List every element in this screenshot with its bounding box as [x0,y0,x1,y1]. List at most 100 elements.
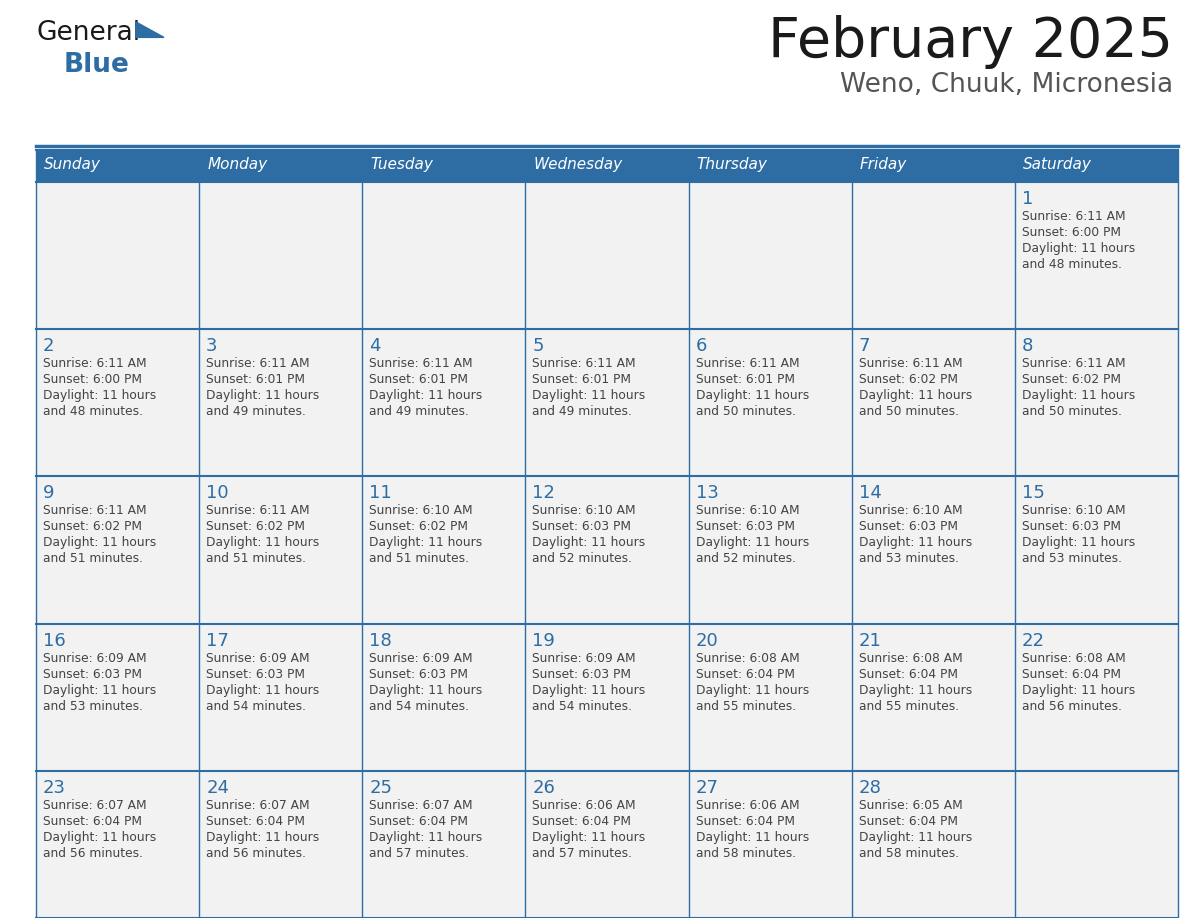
Text: 11: 11 [369,485,392,502]
Text: and 51 minutes.: and 51 minutes. [207,553,307,565]
Text: Sunset: 6:01 PM: Sunset: 6:01 PM [207,374,305,386]
Text: and 52 minutes.: and 52 minutes. [532,553,632,565]
Text: 26: 26 [532,778,555,797]
Bar [852,150,1015,182]
Text: Sunset: 6:04 PM: Sunset: 6:04 PM [532,815,632,828]
Text: and 48 minutes.: and 48 minutes. [1022,258,1121,271]
Bar [525,182,689,330]
Text: Sunrise: 6:10 AM: Sunrise: 6:10 AM [1022,504,1125,518]
Bar [852,771,1015,918]
Text: and 58 minutes.: and 58 minutes. [695,846,796,860]
Text: Daylight: 11 hours: Daylight: 11 hours [369,536,482,549]
Bar [852,623,1015,771]
Polygon shape [135,22,164,38]
Text: Daylight: 11 hours: Daylight: 11 hours [532,389,646,402]
Text: 5: 5 [532,337,544,355]
Bar [689,330,852,476]
Text: 10: 10 [207,485,229,502]
Text: Sunrise: 6:11 AM: Sunrise: 6:11 AM [369,357,473,370]
Text: Sunrise: 6:07 AM: Sunrise: 6:07 AM [369,799,473,812]
Bar [36,150,200,182]
Text: Friday: Friday [860,158,906,173]
Text: and 54 minutes.: and 54 minutes. [207,700,307,712]
Text: Sunrise: 6:09 AM: Sunrise: 6:09 AM [369,652,473,665]
Text: 19: 19 [532,632,555,650]
Text: Sunset: 6:03 PM: Sunset: 6:03 PM [695,521,795,533]
Bar [1015,476,1178,623]
Text: Sunset: 6:03 PM: Sunset: 6:03 PM [369,667,468,680]
Bar [362,476,525,623]
Text: Sunrise: 6:08 AM: Sunrise: 6:08 AM [1022,652,1125,665]
Bar [36,623,200,771]
Text: 28: 28 [859,778,881,797]
Bar [362,623,525,771]
Bar [689,150,852,182]
Text: Weno, Chuuk, Micronesia: Weno, Chuuk, Micronesia [840,72,1173,98]
Bar [36,476,200,623]
Text: Sunset: 6:00 PM: Sunset: 6:00 PM [43,374,143,386]
Bar [852,182,1015,330]
Text: Sunrise: 6:10 AM: Sunrise: 6:10 AM [695,504,800,518]
Bar [689,476,852,623]
Text: and 48 minutes.: and 48 minutes. [43,405,143,419]
Text: Daylight: 11 hours: Daylight: 11 hours [207,389,320,402]
Bar [362,150,525,182]
Text: Sunset: 6:04 PM: Sunset: 6:04 PM [859,667,958,680]
Text: 2: 2 [43,337,55,355]
Text: and 55 minutes.: and 55 minutes. [695,700,796,712]
Text: 18: 18 [369,632,392,650]
Text: Sunrise: 6:11 AM: Sunrise: 6:11 AM [1022,210,1125,223]
Bar [1015,623,1178,771]
Text: Daylight: 11 hours: Daylight: 11 hours [207,684,320,697]
Text: 15: 15 [1022,485,1044,502]
Bar [36,330,200,476]
Text: Daylight: 11 hours: Daylight: 11 hours [43,684,157,697]
Bar [525,771,689,918]
Text: and 49 minutes.: and 49 minutes. [369,405,469,419]
Text: and 53 minutes.: and 53 minutes. [1022,553,1121,565]
Text: and 53 minutes.: and 53 minutes. [859,553,959,565]
Text: and 50 minutes.: and 50 minutes. [695,405,796,419]
Text: 1: 1 [1022,190,1034,208]
Text: 4: 4 [369,337,381,355]
Text: Sunrise: 6:06 AM: Sunrise: 6:06 AM [532,799,636,812]
Text: Sunset: 6:03 PM: Sunset: 6:03 PM [532,667,632,680]
Text: and 50 minutes.: and 50 minutes. [1022,405,1121,419]
Text: Daylight: 11 hours: Daylight: 11 hours [43,536,157,549]
Bar [689,623,852,771]
Text: Daylight: 11 hours: Daylight: 11 hours [695,684,809,697]
Text: Daylight: 11 hours: Daylight: 11 hours [1022,536,1135,549]
Text: Sunset: 6:02 PM: Sunset: 6:02 PM [43,521,143,533]
Text: 16: 16 [43,632,65,650]
Text: Sunrise: 6:07 AM: Sunrise: 6:07 AM [207,799,310,812]
Text: Sunrise: 6:11 AM: Sunrise: 6:11 AM [532,357,636,370]
Text: Daylight: 11 hours: Daylight: 11 hours [532,684,646,697]
Text: Daylight: 11 hours: Daylight: 11 hours [532,831,646,844]
Text: Daylight: 11 hours: Daylight: 11 hours [859,831,972,844]
Text: Sunset: 6:04 PM: Sunset: 6:04 PM [43,815,143,828]
Bar [362,182,525,330]
Text: Sunrise: 6:11 AM: Sunrise: 6:11 AM [207,504,310,518]
Bar [200,330,362,476]
Bar [200,150,362,182]
Text: February 2025: February 2025 [767,15,1173,69]
Text: Sunrise: 6:09 AM: Sunrise: 6:09 AM [532,652,636,665]
Text: 3: 3 [207,337,217,355]
Text: and 50 minutes.: and 50 minutes. [859,405,959,419]
Text: Sunset: 6:04 PM: Sunset: 6:04 PM [1022,667,1120,680]
Text: General: General [36,20,140,46]
Text: Sunrise: 6:11 AM: Sunrise: 6:11 AM [859,357,962,370]
Text: Tuesday: Tuesday [371,158,434,173]
Text: Sunset: 6:02 PM: Sunset: 6:02 PM [859,374,958,386]
Bar [689,182,852,330]
Bar [525,330,689,476]
Bar [852,330,1015,476]
Text: Sunrise: 6:09 AM: Sunrise: 6:09 AM [43,652,146,665]
Text: Daylight: 11 hours: Daylight: 11 hours [532,536,646,549]
Text: and 49 minutes.: and 49 minutes. [532,405,632,419]
Bar [362,771,525,918]
Bar [852,476,1015,623]
Text: Sunset: 6:01 PM: Sunset: 6:01 PM [532,374,632,386]
Text: Wednesday: Wednesday [533,158,623,173]
Text: Daylight: 11 hours: Daylight: 11 hours [859,684,972,697]
